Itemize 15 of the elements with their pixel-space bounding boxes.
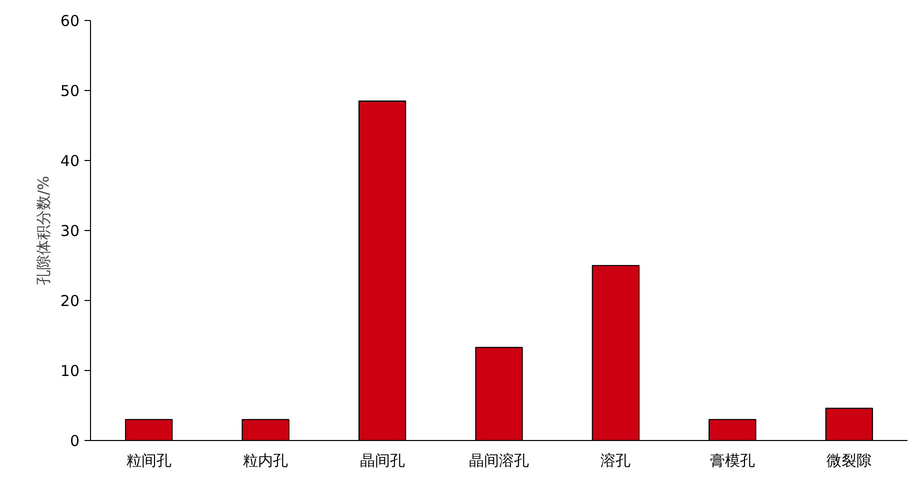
y-tick-label: 50 (60, 82, 80, 100)
x-tick-label: 微裂隙 (826, 452, 872, 470)
y-tick-label: 0 (70, 432, 80, 450)
y-tick-label: 30 (60, 222, 80, 240)
x-tick-label: 溶孔 (600, 452, 631, 470)
x-tick-label: 粒间孔 (126, 452, 172, 470)
x-tick-label: 晶间孔 (360, 452, 405, 470)
x-tick-label: 晶间溶孔 (469, 452, 529, 470)
x-tick-label: 膏模孔 (710, 452, 755, 470)
y-tick-label: 60 (60, 12, 80, 30)
y-axis-title: 孔隙体积分数/% (34, 176, 52, 286)
y-tick-label: 40 (60, 152, 80, 170)
x-tick-label: 粒内孔 (243, 452, 288, 470)
y-tick-label: 20 (60, 292, 80, 310)
y-tick-label: 10 (60, 362, 80, 380)
